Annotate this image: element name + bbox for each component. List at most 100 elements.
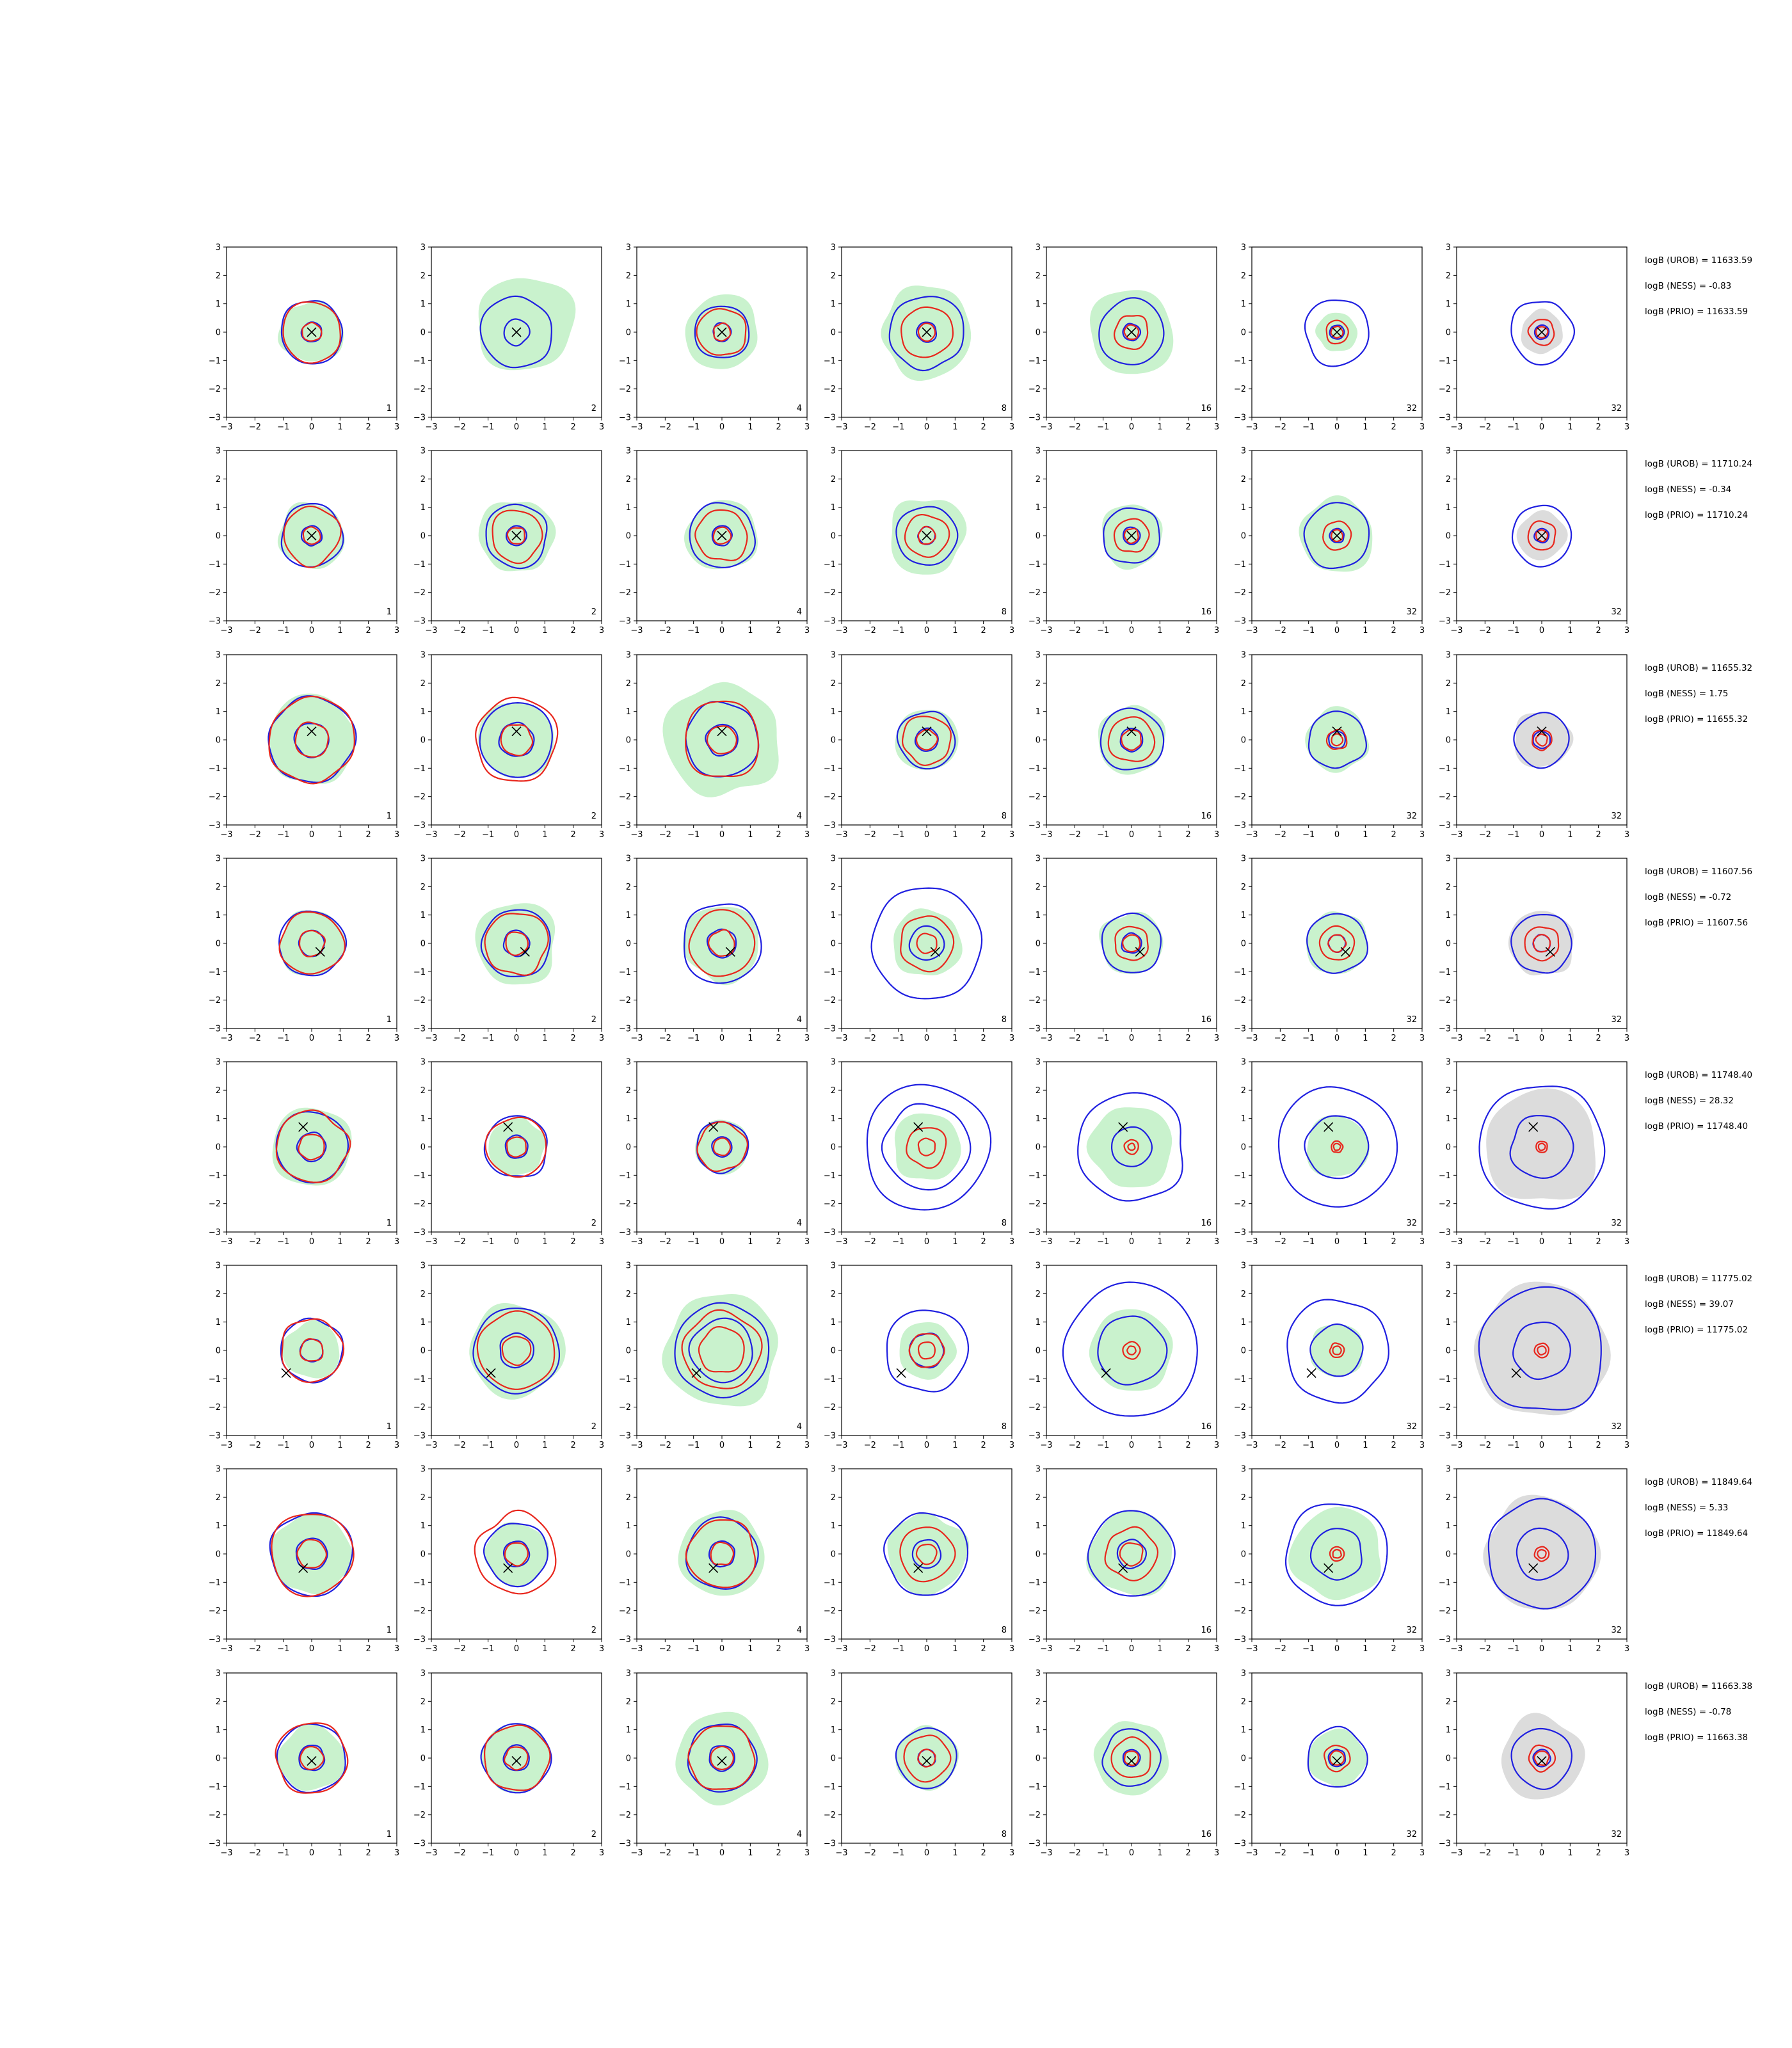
red-contour-2 [685, 1519, 756, 1588]
panel-plot-area [1090, 290, 1174, 374]
y-tick-label: 3 [626, 1465, 631, 1475]
y-tick-label: −1 [824, 356, 836, 366]
blue-contour-1 [1328, 730, 1346, 749]
sample-density-region [1099, 911, 1164, 974]
truth-marker [1537, 726, 1547, 737]
x-tick-label: 1 [337, 1237, 342, 1247]
x-tick-label: 1 [952, 422, 957, 432]
red-contour-2 [1323, 1745, 1351, 1773]
y-tick-label: 3 [1036, 651, 1041, 660]
x-tick-label: 3 [804, 422, 810, 432]
red-contour-2 [1532, 730, 1553, 751]
x-tick-label: 2 [1186, 626, 1191, 636]
y-tick-label: −1 [824, 1578, 836, 1588]
y-tick-label: −1 [619, 764, 631, 774]
panel-plot-area [678, 1510, 765, 1596]
x-tick-label: 2 [571, 422, 576, 432]
y-tick-label: 0 [420, 736, 426, 746]
x-tick-label: 3 [1009, 626, 1014, 636]
blue-contour-1 [296, 1131, 327, 1163]
truth-marker [717, 726, 727, 737]
red-contour-2 [903, 1734, 952, 1783]
red-contour-2 [685, 700, 759, 778]
truth-marker [1528, 1563, 1539, 1573]
red-contour-1 [1535, 529, 1549, 543]
y-tick-label: 3 [216, 1261, 221, 1271]
blue-contour-1 [908, 925, 945, 961]
y-tick-label: −2 [619, 1403, 631, 1412]
red-contour-2 [1113, 315, 1149, 350]
x-tick-label: 0 [1334, 1441, 1340, 1450]
x-tick-label: −1 [892, 1441, 904, 1450]
panel-plot-area [881, 285, 972, 381]
y-tick-label: −3 [1439, 821, 1451, 831]
x-tick-label: 0 [309, 626, 314, 636]
x-tick-label: −1 [892, 830, 904, 840]
x-tick-label: −3 [1450, 626, 1462, 636]
y-tick-label: 1 [1446, 1114, 1451, 1124]
truth-marker [298, 1122, 308, 1132]
truth-marker [691, 1368, 701, 1379]
x-tick-label: 3 [599, 1441, 604, 1450]
red-contour-1 [917, 525, 937, 545]
y-tick-label: 1 [420, 1521, 426, 1531]
y-tick-label: 1 [1446, 1521, 1451, 1531]
truth-marker [307, 726, 317, 737]
truth-marker [717, 327, 727, 337]
x-tick-label: 0 [1334, 626, 1340, 636]
logb-annotation-1: logB (UROB) = 11748.40 [1645, 1070, 1752, 1080]
x-tick-label: −2 [454, 830, 466, 840]
y-tick-label: 3 [1036, 1669, 1041, 1679]
y-tick-label: −3 [619, 1432, 631, 1441]
sample-density-region [694, 1119, 748, 1175]
x-tick-label: 2 [366, 626, 371, 636]
x-tick-label: −1 [277, 1441, 289, 1450]
truth-marker [708, 1122, 719, 1132]
sample-density-region [1305, 706, 1370, 773]
panel-plot-area [1086, 1510, 1176, 1597]
panel-plot-area [278, 910, 348, 977]
x-tick-label: 1 [748, 1441, 753, 1450]
panel-column-label: 1 [387, 1626, 392, 1635]
x-tick-label: −1 [1507, 1848, 1519, 1858]
blue-contour-2 [895, 506, 959, 566]
y-tick-label: −3 [1439, 1228, 1451, 1238]
y-tick-label: 0 [1036, 532, 1041, 541]
y-tick-label: −3 [1028, 1228, 1041, 1238]
prior-density-region [1508, 911, 1574, 976]
sample-density-region [1089, 1309, 1173, 1391]
sample-density-region [1288, 1507, 1381, 1601]
truth-marker [717, 1756, 727, 1766]
x-tick-label: −1 [1507, 1034, 1519, 1043]
y-tick-label: 0 [216, 532, 221, 541]
y-tick-label: 0 [1241, 328, 1246, 338]
x-tick-label: −1 [687, 1644, 700, 1654]
x-tick-label: −2 [1069, 1237, 1081, 1247]
y-tick-label: 0 [1036, 1347, 1041, 1356]
blue-contour-2 [1304, 300, 1370, 367]
y-tick-label: 1 [626, 1725, 631, 1735]
red-contour-2 [475, 696, 559, 782]
y-tick-label: 3 [216, 447, 221, 456]
blue-contour-1 [1533, 527, 1550, 544]
truth-marker [1340, 947, 1350, 957]
y-tick-label: 2 [420, 679, 426, 689]
truth-marker [486, 1368, 496, 1379]
x-tick-label: 2 [776, 1848, 781, 1858]
y-tick-label: 3 [626, 1261, 631, 1271]
y-tick-label: −2 [1439, 1403, 1451, 1412]
x-tick-label: −1 [892, 1237, 904, 1247]
x-tick-label: 2 [776, 1034, 781, 1043]
y-tick-label: 2 [831, 1290, 836, 1299]
x-tick-label: −1 [892, 1034, 904, 1043]
truth-marker [1332, 531, 1342, 541]
panel-plot-area [475, 696, 559, 782]
x-tick-label: −2 [1479, 1441, 1491, 1450]
y-tick-label: 1 [1241, 707, 1246, 717]
x-tick-label: 0 [924, 422, 929, 432]
truth-marker [708, 1563, 719, 1573]
